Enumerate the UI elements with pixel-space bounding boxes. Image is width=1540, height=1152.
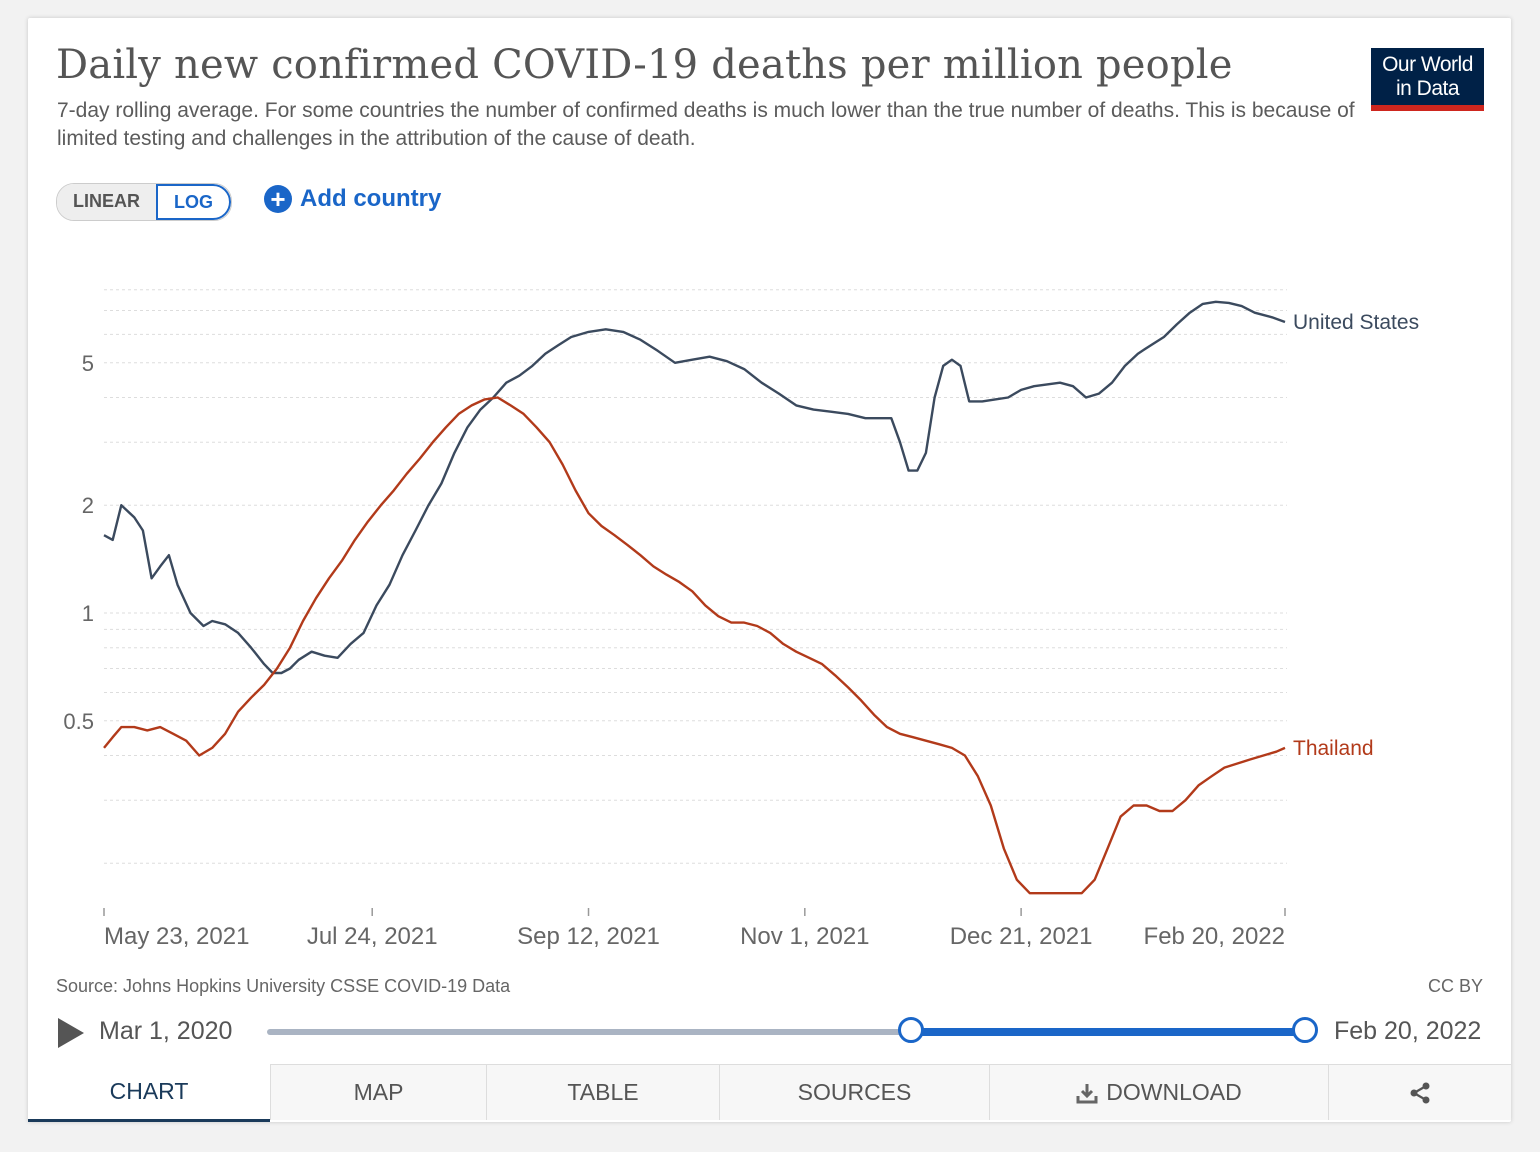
log-scale-button[interactable]: LOG bbox=[156, 184, 231, 220]
add-country-button[interactable]: + Add country bbox=[264, 185, 441, 213]
owid-logo[interactable]: Our World in Data bbox=[1371, 48, 1484, 111]
y-axis-ticks: 0.5 1 2 5 bbox=[63, 351, 94, 734]
chart-title: Daily new confirmed COVID-19 deaths per … bbox=[56, 42, 1233, 88]
chart-card: Daily new confirmed COVID-19 deaths per … bbox=[28, 18, 1511, 1122]
grid-lines bbox=[104, 289, 1287, 864]
chart-subtitle: 7-day rolling average. For some countrie… bbox=[57, 99, 1355, 150]
timeline-track[interactable] bbox=[267, 1029, 1305, 1035]
tab-map[interactable]: MAP bbox=[270, 1064, 486, 1120]
logo-line-2: in Data bbox=[1395, 77, 1460, 100]
linear-scale-button[interactable]: LINEAR bbox=[57, 184, 156, 220]
scale-toggle: LINEAR LOG bbox=[56, 183, 232, 221]
x-tick-label: Sep 12, 2021 bbox=[517, 923, 660, 950]
share-icon bbox=[1410, 1082, 1430, 1103]
timeline-end-handle[interactable] bbox=[1292, 1017, 1318, 1043]
logo-line-1: Our World bbox=[1382, 53, 1473, 76]
series-label-united-states[interactable]: United States bbox=[1293, 311, 1419, 334]
share-button[interactable] bbox=[1328, 1064, 1511, 1120]
download-label: DOWNLOAD bbox=[1106, 1079, 1242, 1105]
x-tick-label: May 23, 2021 bbox=[104, 923, 249, 950]
tab-sources[interactable]: SOURCES bbox=[719, 1064, 989, 1120]
play-icon[interactable] bbox=[58, 1018, 84, 1048]
y-tick-label: 2 bbox=[82, 493, 94, 518]
timeline: Mar 1, 2020 Feb 20, 2022 bbox=[28, 1013, 1511, 1053]
tab-bar: CHART MAP TABLE SOURCES DOWNLOAD bbox=[28, 1064, 1511, 1122]
source-note: Source: Johns Hopkins University CSSE CO… bbox=[56, 976, 511, 996]
y-tick-label: 0.5 bbox=[63, 709, 94, 734]
x-tick-label: Jul 24, 2021 bbox=[307, 923, 438, 950]
x-tick-label: Feb 20, 2022 bbox=[1144, 923, 1285, 950]
tab-table[interactable]: TABLE bbox=[486, 1064, 719, 1120]
tab-chart[interactable]: CHART bbox=[28, 1064, 270, 1122]
download-icon bbox=[1076, 1083, 1098, 1103]
series-labels: United States Thailand bbox=[1293, 311, 1419, 760]
timeline-end-date: Feb 20, 2022 bbox=[1334, 1017, 1482, 1045]
timeline-start-handle[interactable] bbox=[898, 1017, 924, 1043]
series-label-thailand[interactable]: Thailand bbox=[1293, 737, 1374, 760]
timeline-start-date: Mar 1, 2020 bbox=[99, 1017, 233, 1045]
license-link[interactable]: CC BY bbox=[1427, 976, 1483, 996]
x-tick-label: Dec 21, 2021 bbox=[950, 923, 1093, 950]
line-chart: 0.5 1 2 5 May 23, 2021 Jul 24, 2021 Sep 12, 2… bbox=[63, 289, 1419, 950]
y-tick-label: 5 bbox=[82, 351, 94, 376]
tab-download[interactable]: DOWNLOAD bbox=[989, 1064, 1328, 1120]
timeline-selected-range bbox=[911, 1028, 1305, 1036]
x-axis-ticks: May 23, 2021 Jul 24, 2021 Sep 12, 2021 Nov … bbox=[103, 908, 1286, 950]
x-tick-label: Nov 1, 2021 bbox=[740, 923, 869, 950]
series-line-united-states[interactable] bbox=[103, 300, 1286, 675]
series-lines bbox=[103, 300, 1286, 895]
y-tick-label: 1 bbox=[82, 601, 94, 626]
add-country-label: Add country bbox=[300, 185, 442, 212]
series-line-thailand[interactable] bbox=[103, 396, 1286, 895]
plus-circle-icon: + bbox=[264, 185, 292, 213]
